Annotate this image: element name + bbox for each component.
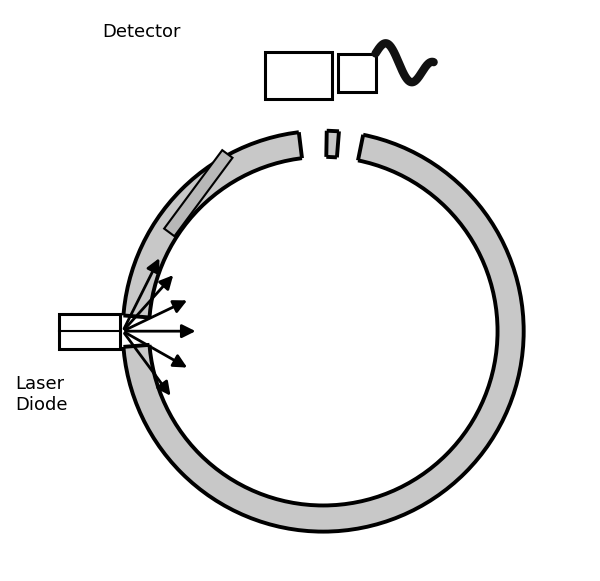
Polygon shape: [298, 125, 327, 164]
Polygon shape: [117, 315, 155, 347]
Text: Detector: Detector: [103, 23, 181, 41]
Circle shape: [123, 131, 524, 532]
Polygon shape: [164, 150, 233, 236]
Polygon shape: [337, 125, 364, 166]
Circle shape: [149, 157, 497, 505]
Bar: [338, 54, 376, 91]
Bar: [59, 314, 120, 349]
Bar: [265, 52, 332, 99]
Text: Laser
Diode: Laser Diode: [16, 375, 68, 414]
